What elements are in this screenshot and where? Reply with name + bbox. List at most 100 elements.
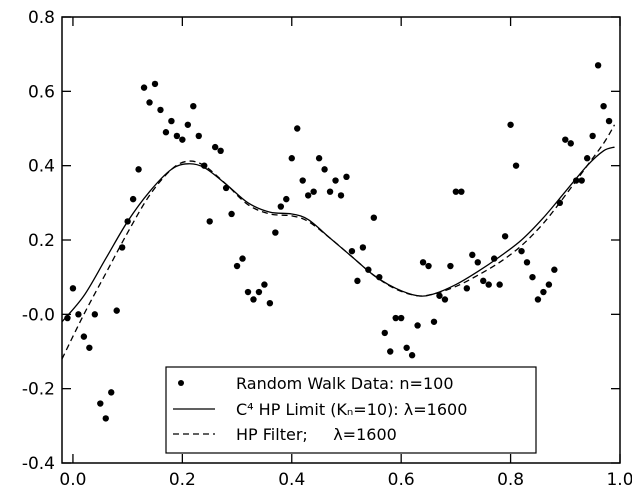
data-point bbox=[447, 263, 453, 269]
data-point bbox=[442, 296, 448, 302]
data-point bbox=[431, 319, 437, 325]
data-point bbox=[496, 281, 502, 287]
data-point bbox=[354, 278, 360, 284]
data-point bbox=[327, 188, 333, 194]
data-point bbox=[513, 162, 519, 168]
data-point bbox=[146, 99, 152, 105]
data-point bbox=[92, 311, 98, 317]
data-point bbox=[568, 140, 574, 146]
data-point bbox=[234, 263, 240, 269]
data-point bbox=[300, 177, 306, 183]
data-point bbox=[371, 215, 377, 221]
y-tick-label: 0.8 bbox=[28, 8, 55, 28]
data-point bbox=[524, 259, 530, 265]
data-point bbox=[289, 155, 295, 161]
data-point bbox=[409, 352, 415, 358]
data-point bbox=[305, 192, 311, 198]
y-tick-label: -0.0 bbox=[22, 305, 55, 325]
data-point bbox=[130, 196, 136, 202]
data-point bbox=[81, 333, 87, 339]
data-point bbox=[535, 296, 541, 302]
data-point bbox=[589, 133, 595, 139]
data-point bbox=[212, 144, 218, 150]
data-point bbox=[398, 315, 404, 321]
data-point bbox=[250, 296, 256, 302]
data-point bbox=[103, 415, 109, 421]
data-point bbox=[469, 252, 475, 258]
data-point bbox=[343, 174, 349, 180]
data-point bbox=[310, 188, 316, 194]
y-tick-label: -0.4 bbox=[22, 454, 55, 474]
data-point bbox=[332, 177, 338, 183]
data-point bbox=[595, 62, 601, 68]
data-point bbox=[546, 281, 552, 287]
data-point bbox=[179, 136, 185, 142]
data-point bbox=[196, 133, 202, 139]
data-point bbox=[338, 192, 344, 198]
data-point bbox=[382, 330, 388, 336]
data-point bbox=[562, 136, 568, 142]
data-point bbox=[579, 177, 585, 183]
data-point bbox=[414, 322, 420, 328]
data-point bbox=[425, 263, 431, 269]
data-point bbox=[114, 307, 120, 313]
data-point bbox=[75, 311, 81, 317]
data-point bbox=[458, 188, 464, 194]
data-point bbox=[278, 203, 284, 209]
data-point bbox=[403, 345, 409, 351]
data-point bbox=[453, 188, 459, 194]
data-point bbox=[321, 166, 327, 172]
data-point bbox=[360, 244, 366, 250]
data-point bbox=[600, 103, 606, 109]
y-tick-label: 0.6 bbox=[28, 82, 55, 102]
x-tick-label: 0.2 bbox=[169, 470, 196, 489]
data-point bbox=[163, 129, 169, 135]
data-point bbox=[480, 278, 486, 284]
data-point bbox=[207, 218, 213, 224]
data-point bbox=[228, 211, 234, 217]
data-point bbox=[141, 84, 147, 90]
data-point bbox=[316, 155, 322, 161]
data-point bbox=[256, 289, 262, 295]
data-point bbox=[245, 289, 251, 295]
data-point bbox=[261, 281, 267, 287]
data-point bbox=[518, 248, 524, 254]
legend-label-c4-limit: C⁴ HP Limit (Kₙ=10): λ=1600 bbox=[236, 400, 467, 419]
x-tick-label: 0.0 bbox=[59, 470, 86, 489]
data-point bbox=[387, 348, 393, 354]
data-point bbox=[267, 300, 273, 306]
data-point bbox=[529, 274, 535, 280]
data-point bbox=[475, 259, 481, 265]
data-point bbox=[168, 118, 174, 124]
data-point bbox=[272, 229, 278, 235]
data-point bbox=[70, 285, 76, 291]
data-point bbox=[239, 255, 245, 261]
data-point bbox=[420, 259, 426, 265]
c4-hp-limit-line bbox=[62, 147, 615, 322]
legend-label-data: Random Walk Data: n=100 bbox=[236, 374, 454, 393]
data-point bbox=[174, 133, 180, 139]
data-point bbox=[152, 81, 158, 87]
data-point bbox=[584, 155, 590, 161]
x-tick-label: 0.8 bbox=[497, 470, 524, 489]
data-point bbox=[349, 248, 355, 254]
data-point bbox=[606, 118, 612, 124]
data-point bbox=[393, 315, 399, 321]
data-point bbox=[217, 148, 223, 154]
data-point bbox=[294, 125, 300, 131]
y-tick-label: -0.2 bbox=[22, 380, 55, 400]
legend-label-hp-filter: HP Filter; λ=1600 bbox=[236, 425, 397, 444]
legend: Random Walk Data: n=100 C⁴ HP Limit (Kₙ=… bbox=[166, 367, 536, 453]
data-point bbox=[540, 289, 546, 295]
y-tick-label: 0.2 bbox=[28, 231, 55, 251]
data-point bbox=[97, 400, 103, 406]
data-point bbox=[507, 122, 513, 128]
y-tick-label: 0.4 bbox=[28, 157, 55, 177]
x-tick-label: 0.4 bbox=[278, 470, 305, 489]
legend-marker-icon bbox=[178, 380, 184, 386]
data-point bbox=[86, 345, 92, 351]
data-point bbox=[502, 233, 508, 239]
data-point bbox=[185, 122, 191, 128]
x-tick-label: 0.6 bbox=[388, 470, 415, 489]
